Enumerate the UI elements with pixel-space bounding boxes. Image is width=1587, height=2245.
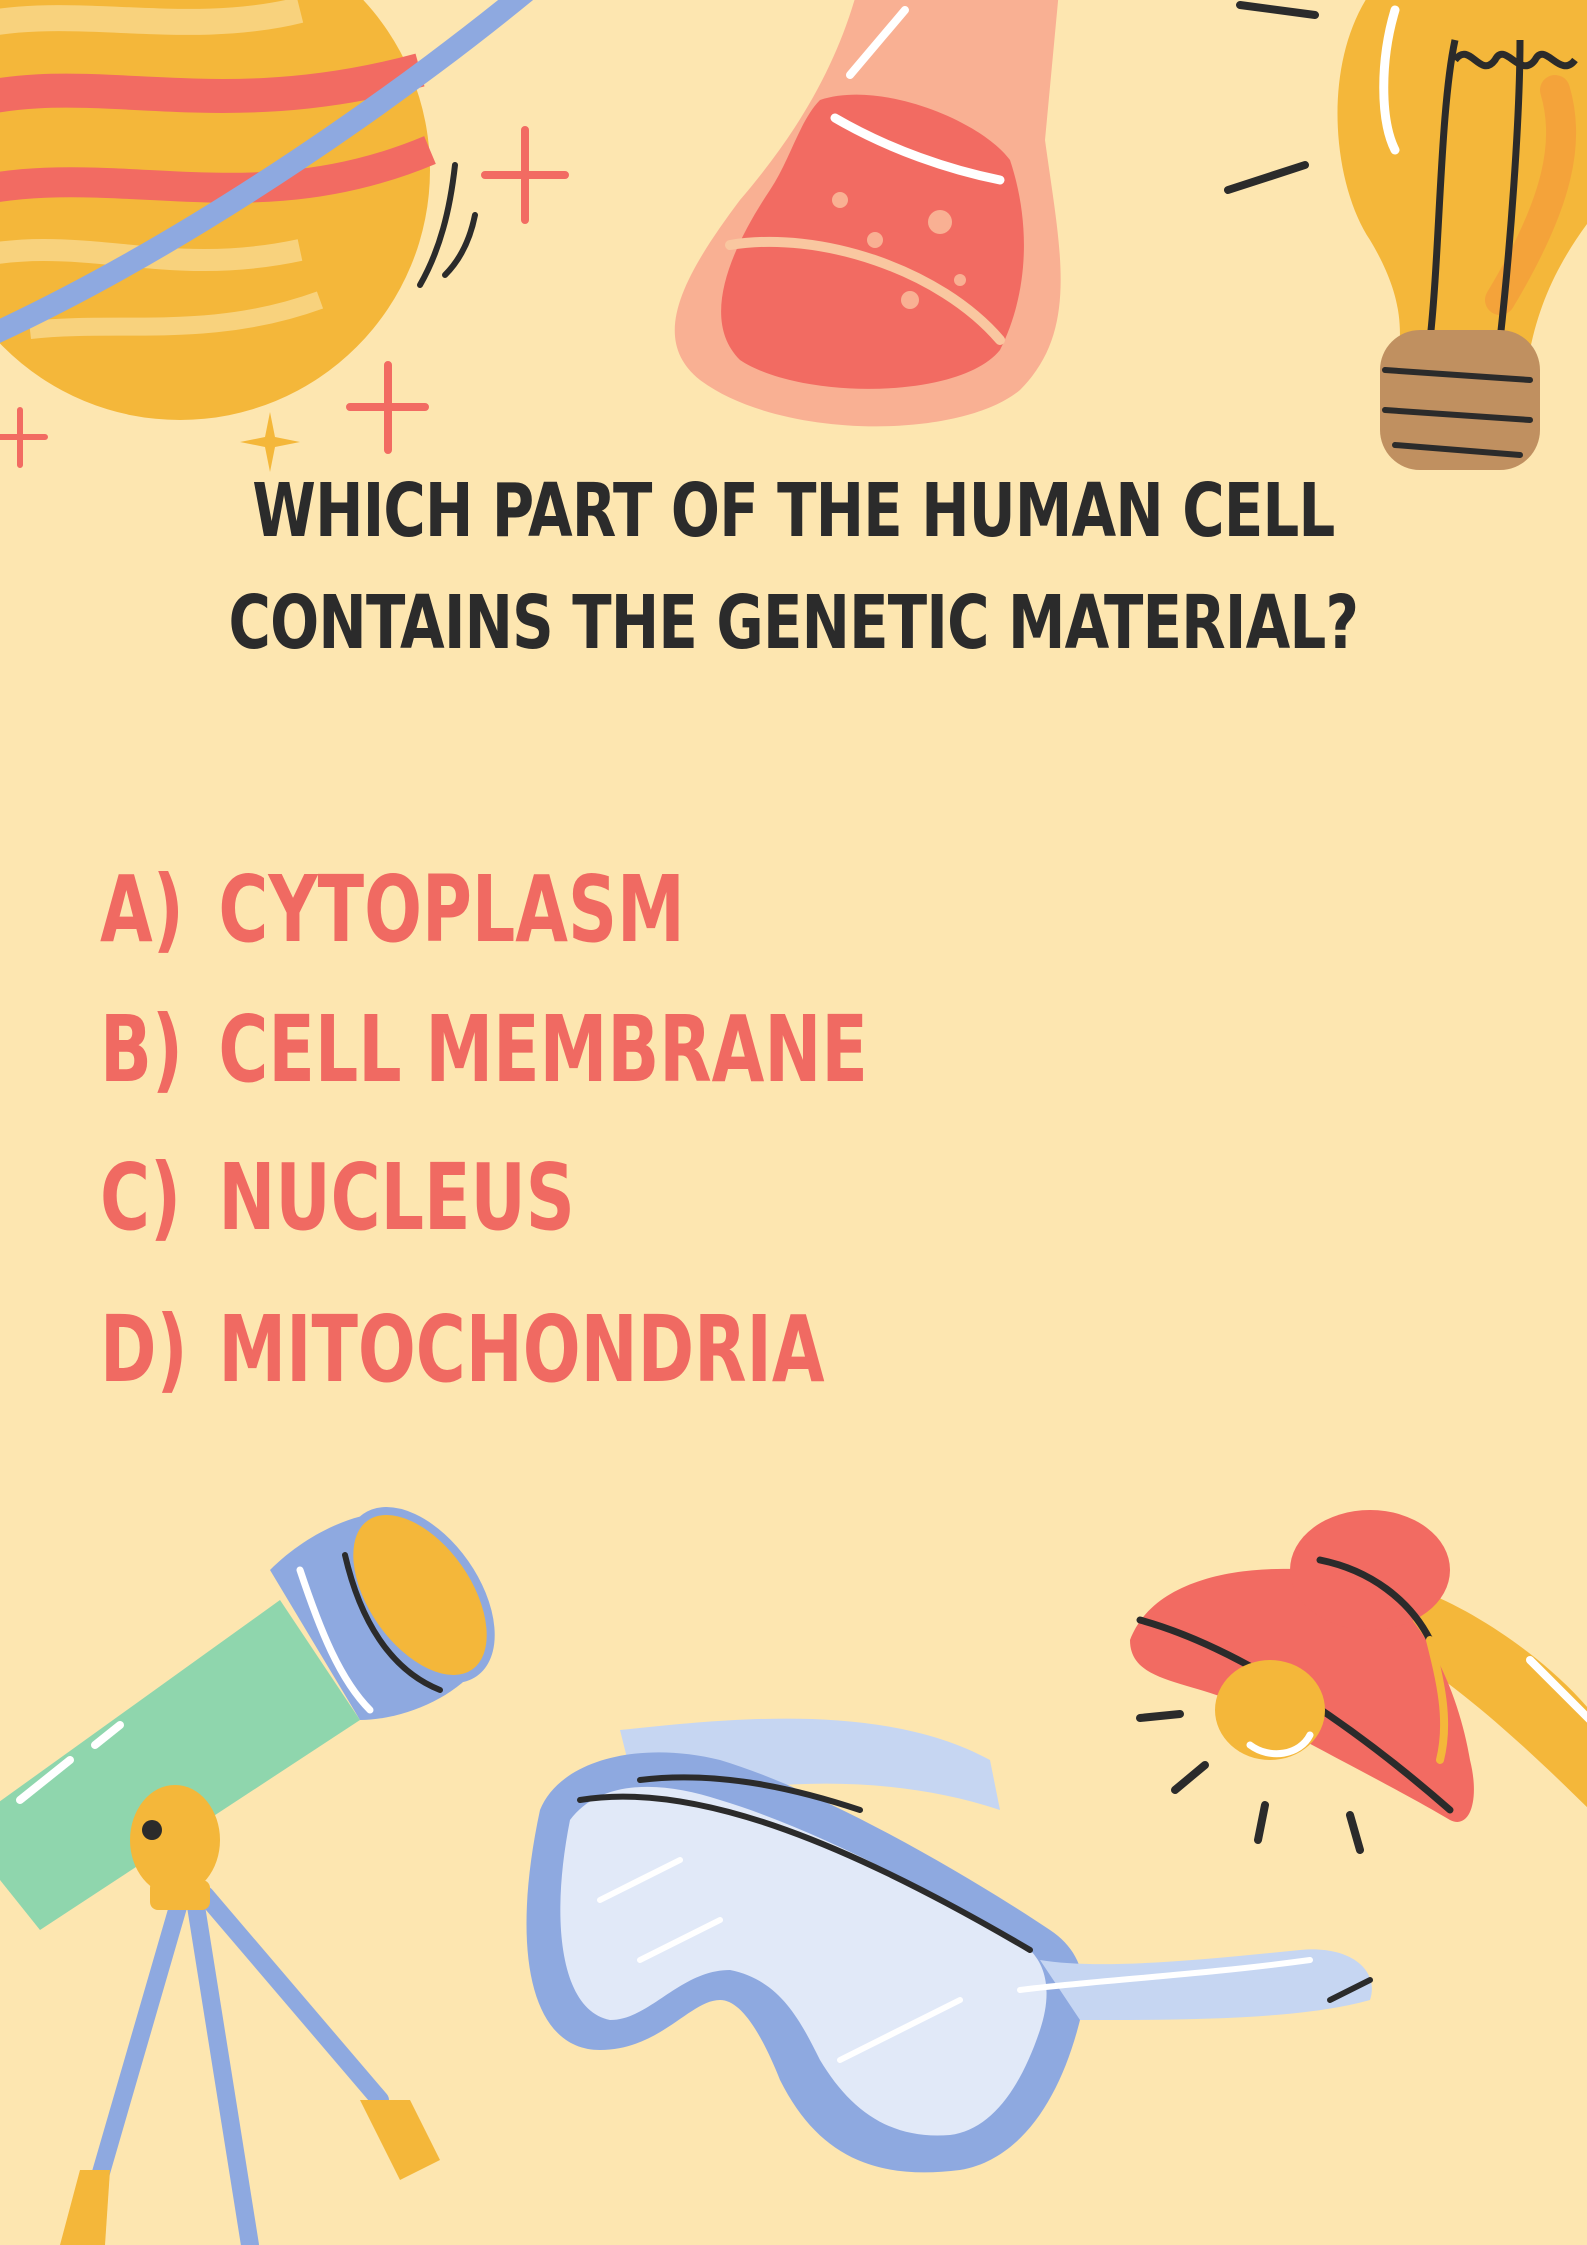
option-c[interactable]: C) NUCLEUS [100,1128,868,1268]
option-a[interactable]: A) CYTOPLASM [100,840,868,980]
option-d[interactable]: D) MITOCHONDRIA [100,1280,868,1420]
telescope-icon [0,1507,495,2245]
question-text: WHICH PART OF THE HUMAN CELL CONTAINS TH… [174,455,1412,679]
planet-icon [0,0,534,420]
option-b-letter: B) [100,996,184,1103]
safety-goggles-icon [526,1718,1373,2173]
option-c-text: NUCLEUS [218,1144,575,1251]
answer-options: A) CYTOPLASM B) CELL MEMBRANE C) NUCLEUS D)… [100,840,1138,1403]
sparkle-icon [0,126,569,472]
question-line-2: CONTAINS THE GENETIC MATERIAL? [228,580,1359,666]
option-a-text: CYTOPLASM [218,856,685,963]
option-d-text: MITOCHONDRIA [218,1296,825,1403]
question-line-1: WHICH PART OF THE HUMAN CELL [252,468,1335,554]
lamp-icon [1130,1510,1587,1854]
option-c-letter: C) [100,1144,182,1251]
option-a-letter: A) [100,856,184,963]
option-b-text: CELL MEMBRANE [218,996,868,1103]
flask-icon [674,0,1061,427]
lightbulb-icon [1224,0,1587,470]
option-b[interactable]: B) CELL MEMBRANE [100,980,868,1120]
option-d-letter: D) [100,1296,188,1403]
